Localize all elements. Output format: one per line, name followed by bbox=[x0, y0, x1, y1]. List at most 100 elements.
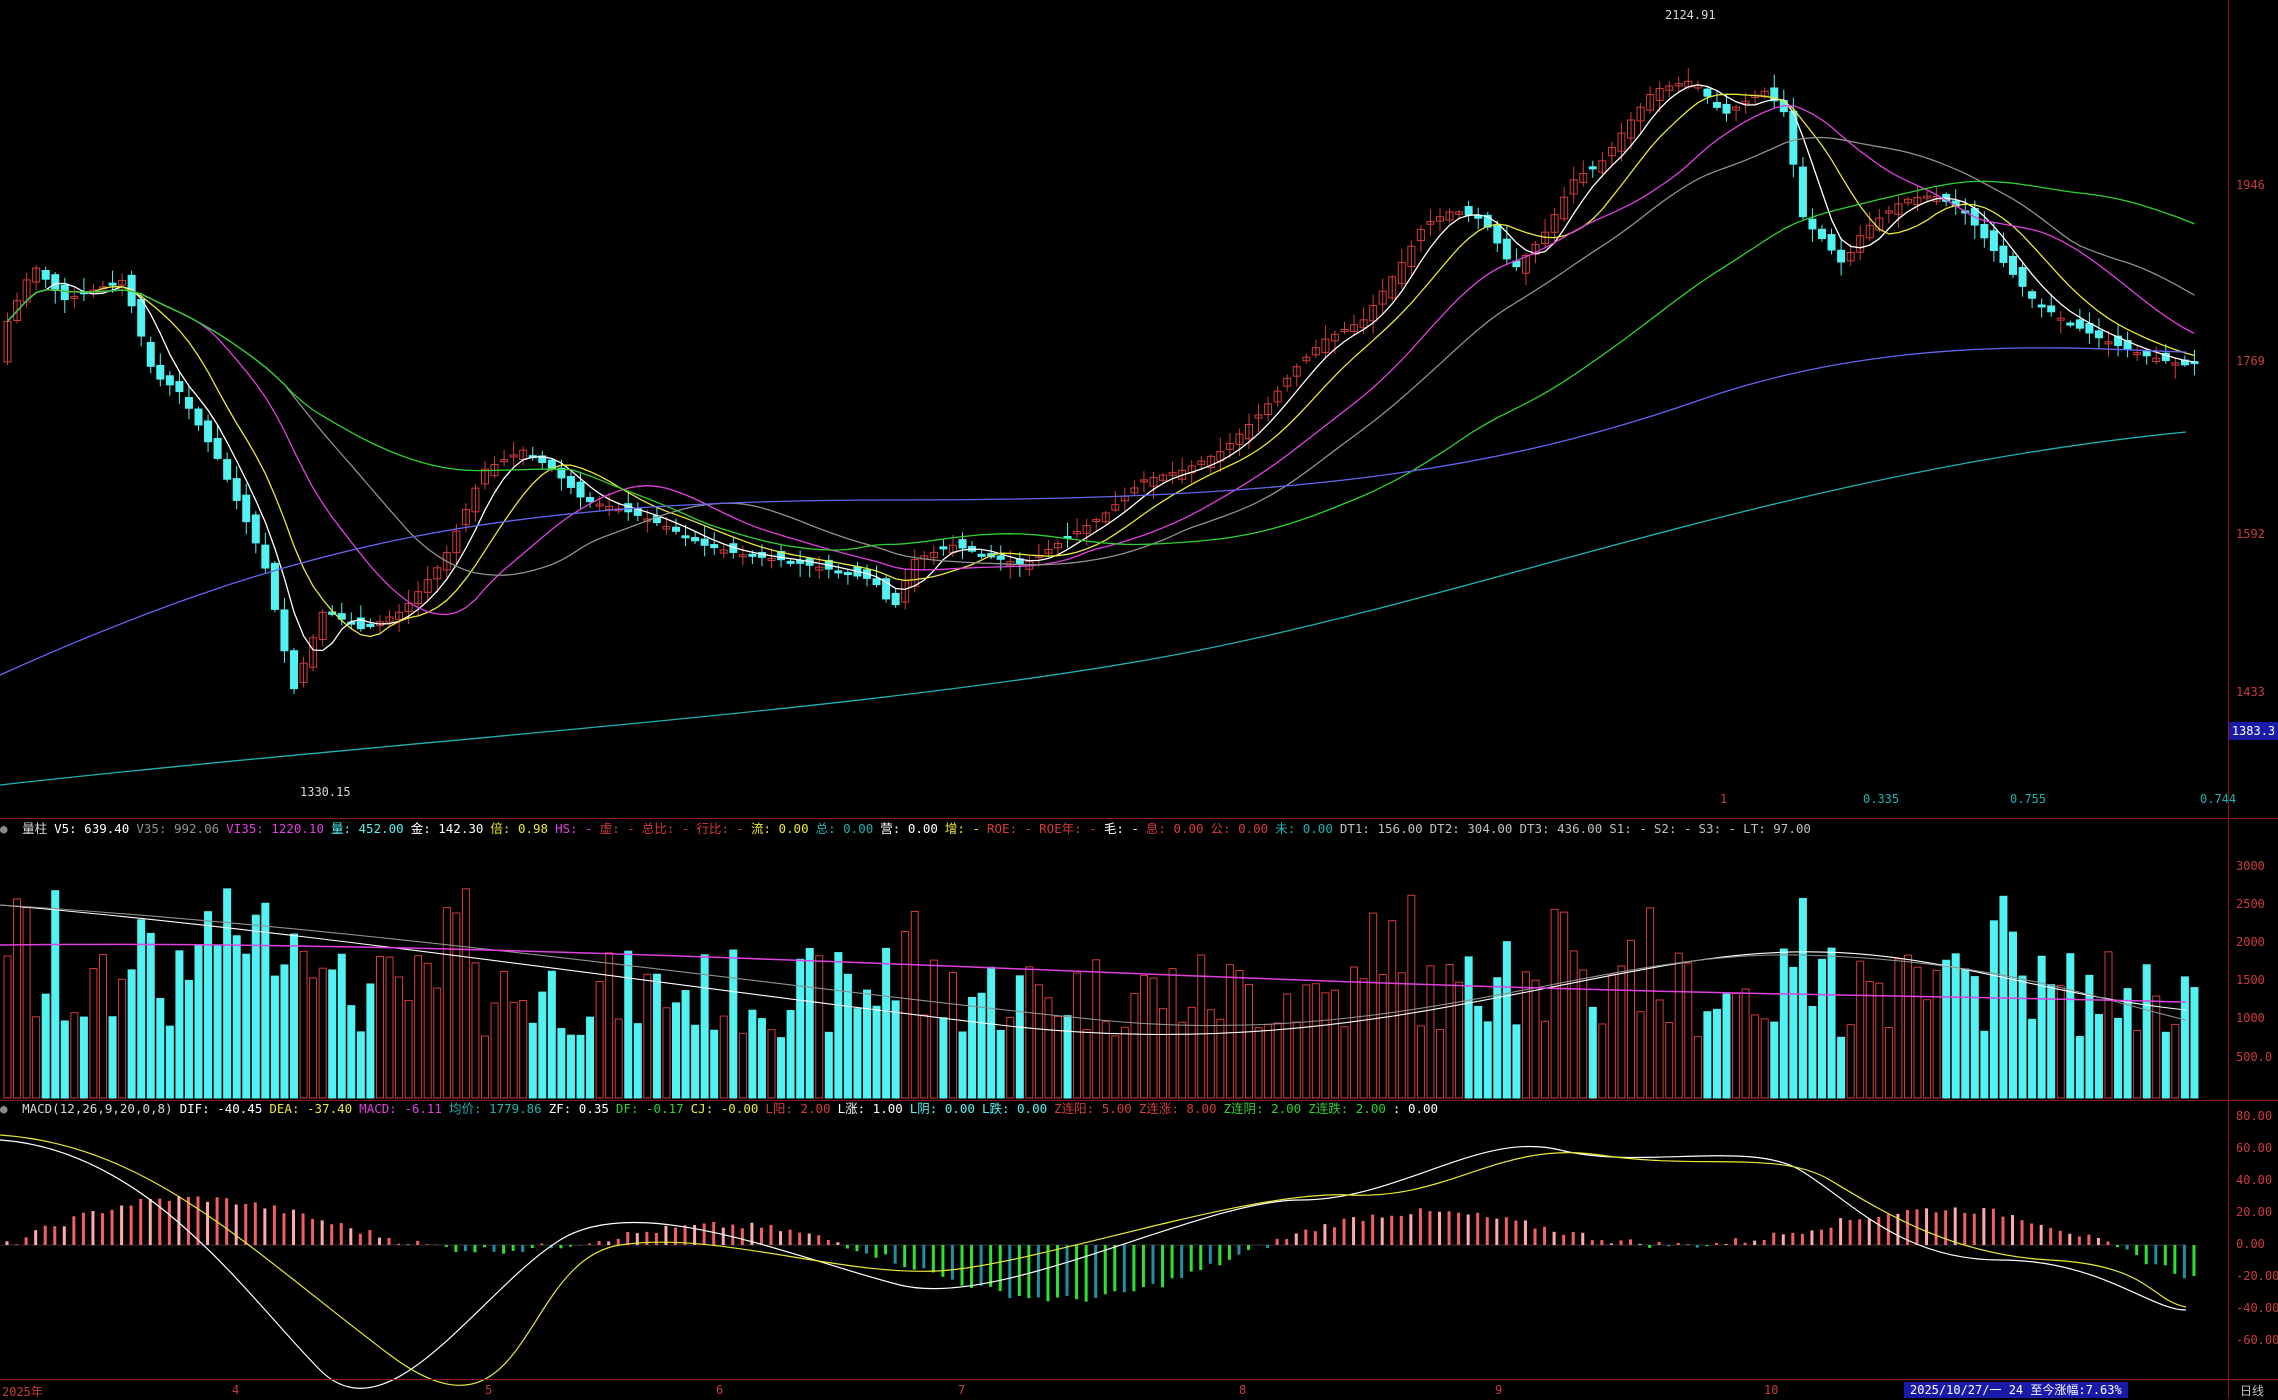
volume-indicator-bar[interactable]: ● 量柱 V5: 639.40 V35: 992.06 VI35: 1220.10 量:… bbox=[0, 820, 2230, 838]
volume-bar bbox=[1254, 1027, 1263, 1099]
volume-axis-tick: 2000 bbox=[2236, 935, 2265, 949]
volume-bar bbox=[1942, 959, 1951, 1099]
candle-body bbox=[662, 525, 671, 530]
settings-icon[interactable]: ● bbox=[0, 821, 8, 836]
volume-bar bbox=[710, 1029, 719, 1099]
candle-body bbox=[146, 341, 155, 367]
indicator-item: S1: - bbox=[1609, 821, 1647, 836]
candle-body bbox=[767, 558, 776, 561]
candle-body bbox=[194, 408, 203, 426]
volume-bar bbox=[1961, 968, 1970, 1099]
candle-body bbox=[318, 611, 327, 640]
date-label: 6 bbox=[716, 1383, 724, 1397]
volume-bar bbox=[2123, 988, 2132, 1099]
volume-panel[interactable] bbox=[0, 888, 2199, 1099]
candle-body bbox=[834, 570, 843, 574]
volume-bar bbox=[2066, 953, 2075, 1099]
volume-bar bbox=[968, 996, 977, 1099]
candle-body bbox=[1350, 324, 1359, 332]
volume-bar bbox=[290, 933, 298, 1099]
macd-panel[interactable] bbox=[0, 1134, 2196, 1389]
candle-body bbox=[1245, 424, 1253, 440]
candle-body bbox=[232, 478, 241, 501]
candle-body bbox=[1502, 238, 1511, 260]
candle-body bbox=[719, 549, 728, 554]
volume-bar bbox=[366, 983, 375, 1099]
volume-bar bbox=[1092, 959, 1101, 1099]
volume-bar bbox=[1932, 969, 1941, 1099]
candle-body bbox=[2075, 319, 2084, 329]
candle-body bbox=[1388, 276, 1397, 299]
volume-bar bbox=[442, 907, 451, 1099]
volume-bar bbox=[1273, 1022, 1282, 1099]
volume-bar bbox=[872, 1005, 881, 1099]
indicator-item: DEA: -37.40 bbox=[269, 1101, 353, 1116]
volume-bar bbox=[863, 989, 871, 1099]
volume-bar bbox=[662, 1007, 671, 1099]
candle-body bbox=[1073, 531, 1082, 535]
main-price-panel[interactable] bbox=[0, 68, 2199, 786]
candle-body bbox=[270, 562, 279, 610]
volume-bar bbox=[1741, 988, 1750, 1099]
settings-icon[interactable]: ● bbox=[0, 1101, 8, 1116]
candle-body bbox=[328, 611, 337, 615]
date-label: 8 bbox=[1239, 1383, 1247, 1397]
candle-body bbox=[1818, 228, 1826, 239]
indicator-item: V5: 639.40 bbox=[54, 821, 130, 836]
indicator-item: S2: - bbox=[1653, 821, 1692, 836]
volume-bar bbox=[2047, 984, 2056, 1099]
candle-body bbox=[1130, 487, 1139, 494]
candle-body bbox=[1330, 333, 1339, 342]
volume-bar bbox=[1531, 979, 1540, 1099]
volume-bar bbox=[1760, 1018, 1769, 1099]
volume-bar bbox=[700, 954, 709, 1099]
volume-bar bbox=[920, 1014, 929, 1099]
volume-bar bbox=[2094, 1014, 2103, 1099]
volume-bar bbox=[251, 914, 260, 1099]
volume-bar bbox=[22, 907, 31, 1099]
candle-body bbox=[843, 572, 852, 576]
candle-body bbox=[108, 282, 117, 286]
indicator-item: 公: 0.00 bbox=[1210, 821, 1269, 836]
volume-bar bbox=[1054, 1016, 1062, 1099]
volume-bar bbox=[996, 1029, 1005, 1099]
candle-body bbox=[1913, 197, 1922, 205]
candle-body bbox=[1426, 221, 1435, 225]
indicator-item: DIF: -40.45 bbox=[179, 1101, 263, 1116]
volume-bar bbox=[471, 962, 480, 1099]
candle-body bbox=[1292, 366, 1301, 377]
volume-bar bbox=[1168, 968, 1177, 1099]
candle-body bbox=[500, 459, 509, 463]
macd-axis-tick: -20.00 bbox=[2236, 1269, 2278, 1283]
volume-bar bbox=[614, 1018, 623, 1099]
volume-bar bbox=[1225, 964, 1234, 1099]
range-gain-info[interactable]: 2025/10/27/一 24 至今涨幅:7.63% bbox=[1904, 1382, 2128, 1398]
candle-body bbox=[1159, 474, 1168, 481]
candle-body bbox=[1493, 225, 1502, 244]
high-price-label: 2124.91 bbox=[1665, 8, 1716, 22]
volume-bar bbox=[1502, 941, 1511, 1099]
candle-body bbox=[1923, 195, 1932, 199]
volume-bar bbox=[1923, 999, 1932, 1099]
candle-body bbox=[786, 560, 795, 564]
candle-body bbox=[557, 467, 566, 479]
indicator-item: ROE年: - bbox=[1039, 821, 1097, 836]
candle-body bbox=[700, 538, 709, 546]
period-label[interactable]: 日线 bbox=[2240, 1384, 2265, 1398]
candle-body bbox=[1178, 469, 1187, 480]
candle-body bbox=[3, 320, 12, 363]
volume-bar bbox=[948, 971, 957, 1099]
volume-bar bbox=[1693, 1036, 1702, 1099]
macd-indicator-bar[interactable]: ● MACD(12,26,9,20,0,8) DIF: -40.45 DEA: -3… bbox=[0, 1100, 2230, 1118]
volume-bar bbox=[987, 966, 996, 1099]
candle-body bbox=[748, 553, 757, 557]
volume-bar bbox=[1159, 1008, 1168, 1099]
volume-bar bbox=[1445, 964, 1454, 1099]
volume-bar bbox=[719, 1015, 728, 1099]
indicator-item: VI35: 1220.10 bbox=[226, 821, 324, 836]
candle-body bbox=[2047, 305, 2056, 313]
indicator-item: 量柱 bbox=[22, 821, 48, 836]
volume-bar bbox=[1722, 993, 1731, 1099]
volume-bar bbox=[1111, 1035, 1120, 1099]
